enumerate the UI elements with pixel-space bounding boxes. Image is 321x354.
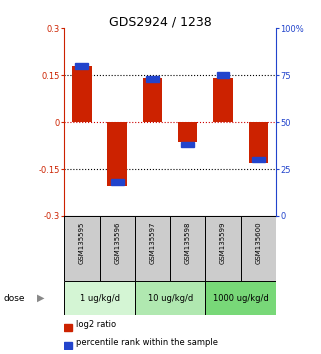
Bar <box>241 216 276 281</box>
Bar <box>108 122 127 186</box>
Text: GDS2924 / 1238: GDS2924 / 1238 <box>109 15 212 28</box>
Bar <box>100 216 135 281</box>
Bar <box>64 324 72 331</box>
Text: percentile rank within the sample: percentile rank within the sample <box>76 338 218 347</box>
Text: dose: dose <box>3 294 25 303</box>
Text: GSM135599: GSM135599 <box>220 221 226 264</box>
Bar <box>205 281 276 315</box>
Bar <box>75 63 88 69</box>
Text: GSM135598: GSM135598 <box>185 221 191 264</box>
Bar <box>249 122 268 163</box>
Bar <box>143 78 162 122</box>
Bar <box>64 342 72 349</box>
Bar <box>135 216 170 281</box>
Bar <box>64 281 135 315</box>
Bar <box>146 76 159 82</box>
Bar <box>205 216 241 281</box>
Text: 1000 ug/kg/d: 1000 ug/kg/d <box>213 294 269 303</box>
Bar <box>64 216 100 281</box>
Bar <box>72 66 91 122</box>
Bar <box>252 157 265 162</box>
Bar <box>217 73 230 78</box>
Text: GSM135595: GSM135595 <box>79 221 85 264</box>
Bar <box>178 122 197 142</box>
Text: 1 ug/kg/d: 1 ug/kg/d <box>80 294 119 303</box>
Bar <box>135 281 205 315</box>
Text: ▶: ▶ <box>37 293 44 303</box>
Text: GSM135596: GSM135596 <box>114 221 120 264</box>
Bar <box>213 78 233 122</box>
Bar <box>170 216 205 281</box>
Text: GSM135597: GSM135597 <box>150 221 155 264</box>
Text: log2 ratio: log2 ratio <box>76 320 116 329</box>
Bar <box>111 179 124 185</box>
Text: GSM135600: GSM135600 <box>256 221 261 264</box>
Bar <box>181 142 194 148</box>
Text: 10 ug/kg/d: 10 ug/kg/d <box>148 294 193 303</box>
